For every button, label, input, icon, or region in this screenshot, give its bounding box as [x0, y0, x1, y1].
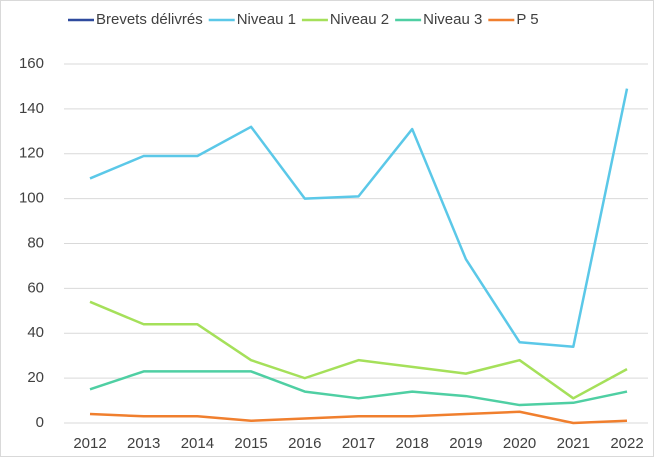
x-tick-label: 2014	[181, 435, 214, 452]
x-tick-label: 2019	[449, 435, 482, 452]
legend-label: Brevets délivrés	[96, 11, 203, 28]
x-tick-label: 2015	[234, 435, 267, 452]
y-tick-label: 160	[19, 55, 44, 72]
y-tick-label: 20	[27, 369, 44, 386]
y-tick-label: 120	[19, 145, 44, 162]
x-tick-label: 2016	[288, 435, 321, 452]
y-tick-label: 80	[27, 234, 44, 251]
legend-label: Niveau 1	[237, 11, 296, 28]
legend-label: Niveau 3	[423, 11, 482, 28]
series-line	[89, 410, 628, 425]
y-tick-label: 60	[27, 279, 44, 296]
x-tick-label: 2012	[73, 435, 106, 452]
y-tick-label: 140	[19, 100, 44, 117]
series-line	[89, 370, 628, 407]
legend-label: Niveau 2	[330, 11, 389, 28]
y-tick-label: 40	[27, 324, 44, 341]
legend-label: P 5	[516, 11, 538, 28]
x-tick-label: 2013	[127, 435, 160, 452]
series-line	[89, 300, 628, 400]
series-line	[89, 88, 629, 348]
x-tick-label: 2018	[396, 435, 429, 452]
x-tick-label: 2022	[610, 435, 643, 452]
x-tick-label: 2017	[342, 435, 375, 452]
x-tick-label: 2020	[503, 435, 536, 452]
y-tick-label: 0	[36, 414, 44, 431]
x-tick-label: 2021	[557, 435, 590, 452]
y-tick-label: 100	[19, 190, 44, 207]
